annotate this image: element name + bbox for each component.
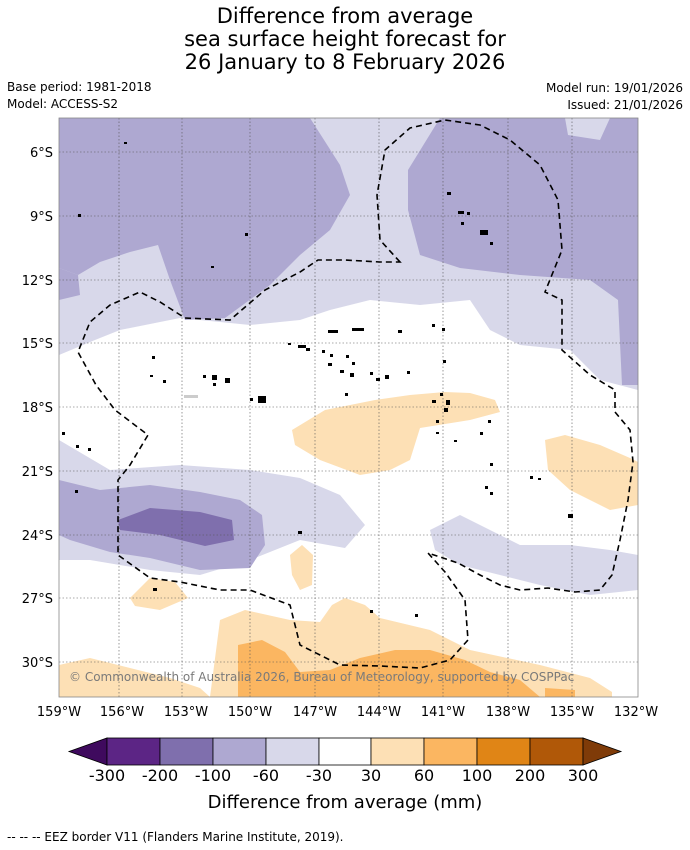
anomaly-region-medium-purple — [59, 118, 350, 320]
lon-tick-label: 150°W — [228, 705, 272, 720]
colorbar-segment — [529, 737, 584, 766]
lat-tick-label: 6°S — [30, 146, 53, 161]
colorbar — [67, 737, 623, 766]
colorbar-segment — [106, 737, 161, 766]
colorbar-title: Difference from average (mm) — [207, 792, 483, 813]
lon-tick-label: 156°W — [100, 705, 144, 720]
lon-tick-label: 144°W — [357, 705, 401, 720]
colorbar-arrow-low — [67, 737, 108, 766]
lat-tick-labels: 6°S 9°S 12°S 15°S 18°S 21°S 24°S 27°S 30… — [22, 146, 53, 671]
colorbar-segment — [212, 737, 267, 766]
colorbar-label: 100 — [461, 766, 493, 785]
base-period-text: Base period: 1981-2018 — [7, 80, 152, 94]
colorbar-segment — [318, 737, 372, 766]
sea-height-map: © Commonwealth of Australia 2026, Bureau… — [22, 117, 658, 766]
model-run-text: Model run: 19/01/2026 — [545, 81, 683, 95]
anomaly-region-medium-purple — [408, 118, 638, 385]
title-line-1: Difference from average — [216, 4, 474, 28]
lon-tick-labels: 159°W 156°W 153°W 150°W 147°W 144°W 141°… — [37, 705, 658, 720]
lat-tick-label: 30°S — [22, 656, 53, 671]
anomaly-region-light-orange — [290, 545, 313, 590]
lon-tick-label: 141°W — [421, 705, 465, 720]
colorbar-segment — [265, 737, 320, 766]
islands — [62, 142, 573, 617]
model-text: Model: ACCESS-S2 — [7, 97, 119, 111]
anomaly-region-light-orange — [130, 578, 188, 610]
colorbar-segment — [423, 737, 478, 766]
colorbar-arrow-high — [582, 737, 623, 766]
anomaly-region-light-orange — [59, 658, 210, 697]
colorbar-segment — [159, 737, 214, 766]
lat-tick-label: 12°S — [22, 274, 53, 289]
title-line-3: 26 January to 8 February 2026 — [184, 50, 506, 74]
colorbar-label: -200 — [141, 766, 179, 785]
anomaly-field — [59, 118, 638, 697]
lon-tick-label: 147°W — [293, 705, 337, 720]
lon-tick-label: 153°W — [164, 705, 208, 720]
colorbar-label: 200 — [514, 766, 546, 785]
lon-tick-label: 135°W — [550, 705, 594, 720]
colorbar-label: -30 — [305, 766, 333, 785]
copyright-text: © Commonwealth of Australia 2026, Bureau… — [69, 670, 574, 684]
eez-border — [77, 119, 634, 669]
lon-tick-label: 159°W — [37, 705, 81, 720]
anomaly-region-light-orange — [545, 435, 638, 510]
lat-tick-label: 21°S — [22, 465, 53, 480]
lat-tick-label: 15°S — [22, 337, 53, 352]
issued-text: Issued: 21/01/2026 — [567, 98, 683, 112]
anomaly-region-medium-purple — [59, 268, 80, 300]
anomaly-region-light-purple — [430, 515, 638, 595]
lat-tick-label: 27°S — [22, 592, 53, 607]
lon-tick-label: 132°W — [614, 705, 658, 720]
lat-tick-label: 18°S — [22, 401, 53, 416]
plot-frame — [58, 117, 639, 698]
colorbar-segment — [476, 737, 531, 766]
anomaly-region-orange — [545, 688, 575, 697]
colorbar-label: 300 — [567, 766, 599, 785]
lon-tick-label: 138°W — [486, 705, 530, 720]
lat-tick-label: 24°S — [22, 529, 53, 544]
lat-tick-label: 9°S — [30, 210, 53, 225]
colorbar-label: -300 — [88, 766, 126, 785]
anomaly-region-light-orange — [292, 392, 500, 475]
colorbar-label: 60 — [413, 766, 435, 785]
title-line-2: sea surface height forecast for — [184, 27, 506, 51]
colorbar-label: -60 — [252, 766, 280, 785]
colorbar-segment — [370, 737, 425, 766]
colorbar-label: 30 — [360, 766, 382, 785]
eez-footnote: -- -- -- EEZ border V11 (Flanders Marine… — [7, 830, 344, 844]
colorbar-label: -100 — [194, 766, 232, 785]
anomaly-region-orange — [238, 640, 540, 697]
anomaly-region-dark-purple — [118, 508, 234, 546]
